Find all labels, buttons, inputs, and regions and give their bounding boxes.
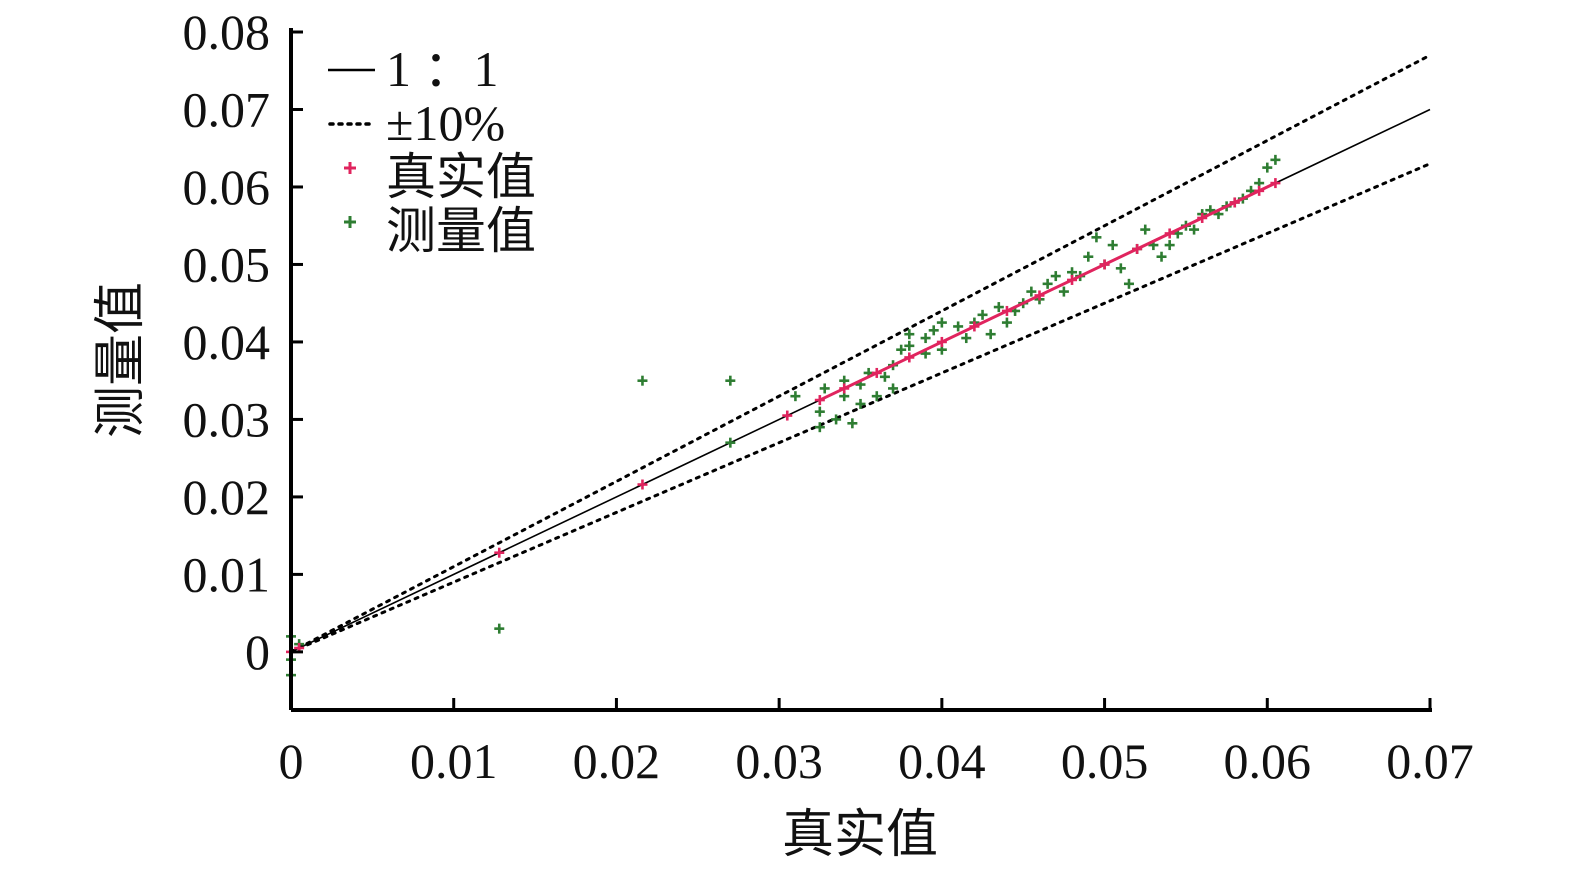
measured-value-point — [928, 325, 939, 336]
legend-item: 测量值 — [344, 203, 536, 259]
measured-value-point — [1123, 278, 1134, 289]
measured-value-point — [871, 391, 882, 402]
x-tick-label: 0.05 — [1061, 733, 1149, 789]
measured-value-point — [1058, 286, 1069, 297]
measured-value-point — [1262, 162, 1273, 173]
y-axis-title: 测量值 — [93, 282, 150, 438]
legend-item: 真实值 — [344, 149, 536, 205]
x-tick-label: 0.04 — [898, 733, 986, 789]
legend-item: 1 ：1 — [328, 41, 499, 97]
measured-value-point — [790, 391, 801, 402]
measured-value-point — [847, 418, 858, 429]
y-tick-label: 0.07 — [183, 81, 271, 137]
measured-value-point — [1042, 278, 1053, 289]
y-tick-label: 0.03 — [183, 391, 271, 447]
measured-value-point — [855, 398, 866, 409]
measured-value-point — [1164, 240, 1175, 251]
legend-label: ±10% — [386, 95, 505, 151]
measured-value-point — [985, 329, 996, 340]
legend-label: 测量值 — [386, 203, 536, 259]
legend-label: 真实值 — [386, 149, 536, 205]
y-tick-label: 0.01 — [183, 546, 271, 602]
measured-value-point — [936, 317, 947, 328]
y-tick-label: 0.06 — [183, 159, 271, 215]
y-tick-label: 0.08 — [183, 4, 271, 60]
legend-marker-swatch — [344, 216, 356, 228]
x-tick-label: 0.07 — [1386, 733, 1474, 789]
measured-value-point — [1140, 224, 1151, 235]
measured-value-point — [1026, 286, 1037, 297]
x-tick-label: 0.03 — [735, 733, 823, 789]
measured-value-point — [1270, 154, 1281, 165]
legend-marker-swatch — [344, 162, 356, 174]
measured-value-point — [1083, 251, 1094, 262]
measured-value-point — [896, 344, 907, 355]
measured-value-point — [993, 302, 1004, 313]
measured-value-point — [920, 333, 931, 344]
measured-value-point — [1115, 263, 1126, 274]
plus-10-percent-line — [289, 53, 1432, 654]
measured-value-point — [888, 383, 899, 394]
measured-value-point — [1001, 317, 1012, 328]
measured-value-point — [819, 383, 830, 394]
measured-value-point — [1189, 224, 1200, 235]
measured-value-point — [1050, 271, 1061, 282]
measured-value-point — [725, 375, 736, 386]
measured-value-point — [879, 371, 890, 382]
measured-value-point — [961, 333, 972, 344]
x-tick-label: 0.02 — [573, 733, 661, 789]
measured-value-point — [831, 414, 842, 425]
true-value-trace — [819, 181, 1277, 402]
measured-value-point — [725, 437, 736, 448]
measured-value-point — [1091, 232, 1102, 243]
y-tick-label: 0 — [245, 624, 270, 680]
true-value-point — [782, 410, 793, 421]
axes — [289, 28, 1432, 712]
tick-labels: 0 0.01 0.02 0.03 0.04 0.05 0.06 0.07 0 0.01 0.02 0.… — [183, 4, 1474, 789]
measured-value-point — [494, 623, 505, 634]
measured-value-point — [1107, 240, 1118, 251]
x-tick-label: 0.01 — [410, 733, 498, 789]
measured-value-point — [904, 329, 915, 340]
data-points — [286, 154, 1281, 681]
measured-value-point — [904, 340, 915, 351]
true-value-point — [637, 479, 648, 490]
measured-value-point — [953, 321, 964, 332]
y-tick-label: 0.02 — [183, 469, 271, 525]
measured-value-point — [814, 406, 825, 417]
x-axis-title: 真实值 — [782, 807, 938, 864]
y-tick-label: 0.05 — [183, 236, 271, 292]
measured-value-point — [637, 375, 648, 386]
measured-value-point — [814, 422, 825, 433]
y-tick-label: 0.04 — [183, 314, 271, 370]
measured-value-point — [977, 309, 988, 320]
measured-value-point — [1156, 251, 1167, 262]
x-tick-label: 0 — [279, 733, 304, 789]
true-value-point — [494, 547, 505, 558]
legend-label: 1 ：1 — [386, 41, 499, 97]
x-tick-label: 0.06 — [1224, 733, 1312, 789]
legend-item: ±10% — [328, 95, 505, 151]
